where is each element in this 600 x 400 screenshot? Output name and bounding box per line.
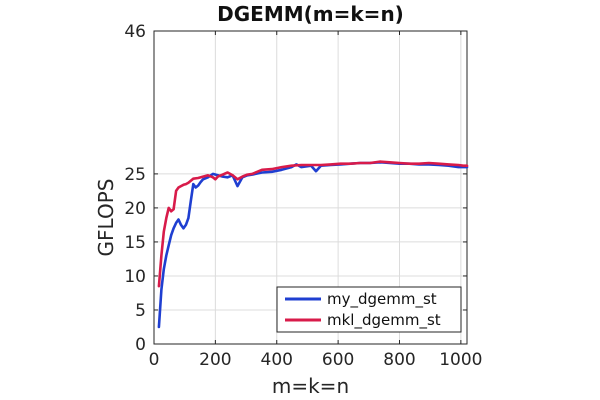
x-tick-label-600: 600 [322, 350, 354, 370]
y-tick-label-20: 20 [124, 199, 146, 219]
chart-title: DGEMM(m=k=n) [217, 2, 404, 26]
x-tick-label-1000: 1000 [439, 350, 482, 370]
y-tick-label-0: 0 [135, 335, 146, 355]
series-layer [157, 160, 469, 329]
y-tick-label-46: 46 [124, 22, 146, 42]
ticks-layer: 0 200 400 600 800 1000 0 5 10 15 20 25 46 [124, 22, 482, 370]
y-axis-label: GFLOPS [94, 179, 118, 257]
y-tick-label-15: 15 [124, 233, 146, 253]
x-tick-label-800: 800 [383, 350, 415, 370]
y-tick-label-5: 5 [135, 301, 146, 321]
series-line-mkl-dgemm-st [157, 160, 469, 288]
legend: my_dgemm_st mkl_dgemm_st [276, 286, 462, 333]
x-axis-label: m=k=n [272, 374, 349, 398]
plot-frame [153, 30, 468, 345]
legend-box [276, 286, 462, 333]
y-tick-label-25: 25 [124, 165, 146, 185]
legend-label-my-dgemm-st: my_dgemm_st [327, 290, 437, 309]
x-tick-label-200: 200 [199, 350, 231, 370]
x-tick-label-400: 400 [261, 350, 293, 370]
x-tick-label-0: 0 [149, 350, 160, 370]
legend-label-mkl-dgemm-st: mkl_dgemm_st [327, 311, 441, 330]
y-tick-label-10: 10 [124, 267, 146, 287]
axes-layer [153, 30, 468, 345]
